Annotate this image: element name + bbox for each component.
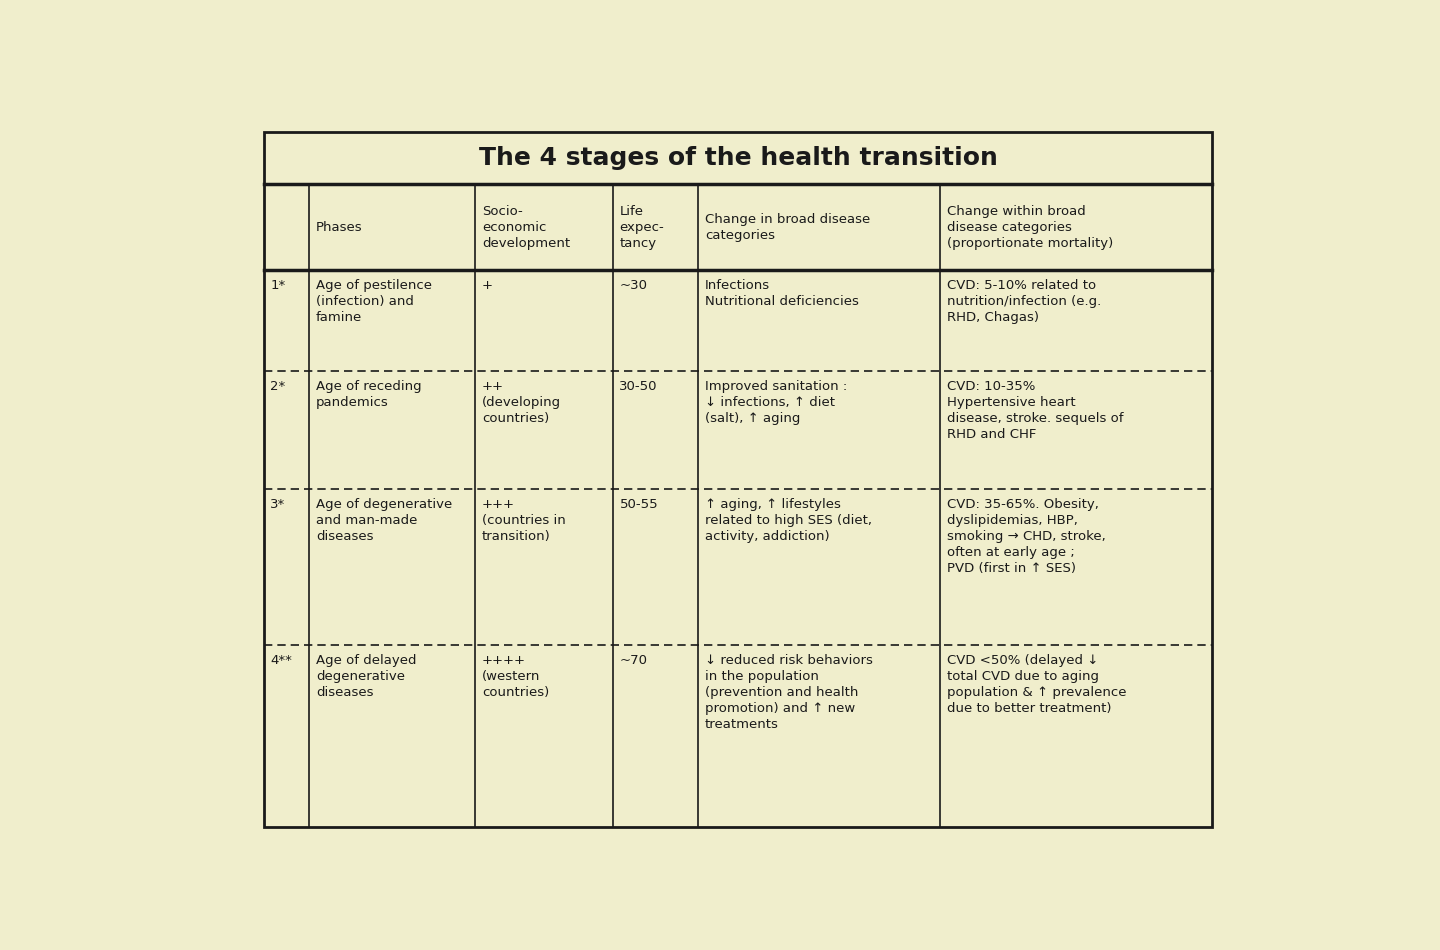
- Text: Age of degenerative
and man-made
diseases: Age of degenerative and man-made disease…: [315, 498, 452, 542]
- Text: ↑ aging, ↑ lifestyles
related to high SES (diet,
activity, addiction): ↑ aging, ↑ lifestyles related to high SE…: [704, 498, 871, 542]
- Text: 1*: 1*: [271, 279, 285, 292]
- Text: 4**: 4**: [271, 654, 292, 667]
- Text: Improved sanitation :
↓ infections, ↑ diet
(salt), ↑ aging: Improved sanitation : ↓ infections, ↑ di…: [704, 380, 847, 425]
- Text: ++
(developing
countries): ++ (developing countries): [482, 380, 562, 425]
- Bar: [264, 132, 1212, 184]
- Text: ~30: ~30: [619, 279, 648, 292]
- Bar: [264, 371, 1212, 489]
- Text: +: +: [482, 279, 492, 292]
- Text: The 4 stages of the health transition: The 4 stages of the health transition: [478, 146, 998, 170]
- Text: CVD <50% (delayed ↓
total CVD due to aging
population & ↑ prevalence
due to bett: CVD <50% (delayed ↓ total CVD due to agi…: [946, 654, 1126, 714]
- Text: Age of pestilence
(infection) and
famine: Age of pestilence (infection) and famine: [315, 279, 432, 324]
- Text: CVD: 10-35%
Hypertensive heart
disease, stroke. sequels of
RHD and CHF: CVD: 10-35% Hypertensive heart disease, …: [946, 380, 1123, 441]
- Text: 3*: 3*: [271, 498, 285, 511]
- Bar: [264, 270, 1212, 371]
- Text: Infections
Nutritional deficiencies: Infections Nutritional deficiencies: [704, 279, 858, 308]
- Text: ↓ reduced risk behaviors
in the population
(prevention and health
promotion) and: ↓ reduced risk behaviors in the populati…: [704, 654, 873, 731]
- Text: Socio-
economic
development: Socio- economic development: [482, 205, 570, 250]
- Text: ~70: ~70: [619, 654, 648, 667]
- Text: 2*: 2*: [271, 380, 285, 393]
- Text: Life
expec-
tancy: Life expec- tancy: [619, 205, 664, 250]
- Text: Age of delayed
degenerative
diseases: Age of delayed degenerative diseases: [315, 654, 416, 698]
- Text: CVD: 35-65%. Obesity,
dyslipidemias, HBP,
smoking → CHD, stroke,
often at early : CVD: 35-65%. Obesity, dyslipidemias, HBP…: [946, 498, 1106, 575]
- Text: Change in broad disease
categories: Change in broad disease categories: [704, 213, 870, 242]
- Text: CVD: 5-10% related to
nutrition/infection (e.g.
RHD, Chagas): CVD: 5-10% related to nutrition/infectio…: [946, 279, 1102, 324]
- Bar: [264, 132, 1212, 827]
- Text: +++
(countries in
transition): +++ (countries in transition): [482, 498, 566, 542]
- Bar: [264, 184, 1212, 270]
- Text: ++++
(western
countries): ++++ (western countries): [482, 654, 549, 698]
- Text: Change within broad
disease categories
(proportionate mortality): Change within broad disease categories (…: [946, 205, 1113, 250]
- Bar: [264, 489, 1212, 645]
- Text: 50-55: 50-55: [619, 498, 658, 511]
- Text: Phases: Phases: [315, 220, 363, 234]
- Bar: [264, 645, 1212, 827]
- Text: 30-50: 30-50: [619, 380, 658, 393]
- Text: Age of receding
pandemics: Age of receding pandemics: [315, 380, 422, 409]
